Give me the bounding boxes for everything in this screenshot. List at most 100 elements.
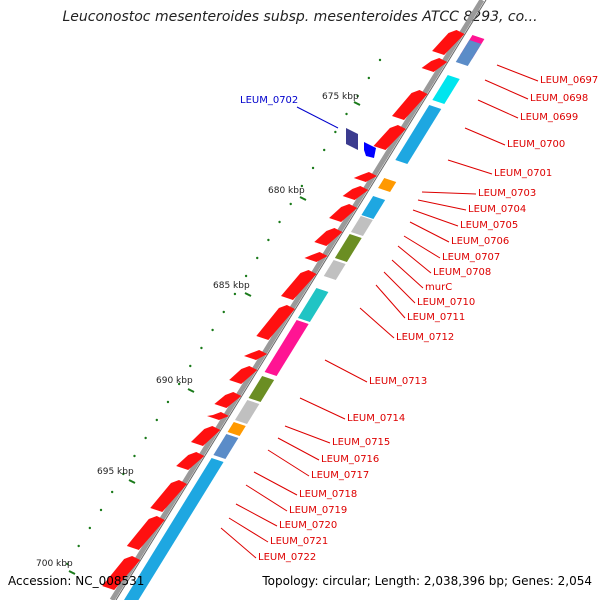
forward-cds-arrow [281, 270, 317, 300]
forward-cds-arrow [150, 480, 187, 512]
gene-leader-line [464, 127, 506, 146]
forward-cds-arrow [432, 30, 465, 55]
forward-cds-arrow [126, 516, 165, 550]
ruler-dot [99, 508, 103, 512]
ruler-dot [289, 202, 292, 206]
gene-label[interactable]: LEUM_0700 [507, 139, 566, 150]
cog-block [455, 40, 482, 66]
forward-cds-arrow [421, 58, 448, 72]
gene-label[interactable]: LEUM_0704 [468, 204, 527, 215]
forward-cds-arrow [229, 366, 258, 384]
gene-label[interactable]: LEUM_0697 [540, 75, 599, 86]
gene-leader-line [484, 79, 529, 100]
forward-cds-arrow [207, 412, 229, 420]
gene-leader-line [412, 209, 459, 227]
ruler-dot [267, 238, 270, 242]
ruler-dot [311, 166, 315, 170]
gene-label[interactable]: LEUM_0706 [451, 236, 510, 247]
gene-leader-line [417, 199, 467, 211]
reverse-cds-feature [346, 128, 358, 150]
ruler-label: 675 kbp [322, 92, 359, 102]
ruler-dot [77, 544, 80, 548]
gene-leader-line [299, 397, 346, 420]
accession-text: Accession: NC_008531 [8, 574, 145, 588]
reverse-feature-group [346, 128, 376, 158]
ruler-dot [88, 526, 92, 530]
gene-leader-line [375, 284, 406, 319]
gene-leader-line [324, 359, 368, 383]
forward-cds-arrow [342, 186, 369, 200]
gene-label[interactable]: LEUM_0713 [369, 376, 428, 387]
forward-cds-arrow [373, 125, 406, 150]
forward-cds-arrow [244, 350, 268, 360]
forward-cds-arrow [256, 305, 295, 340]
gene-label[interactable]: LEUM_0699 [520, 112, 579, 123]
ruler-major-tick [353, 101, 361, 106]
ruler-dots [66, 58, 382, 566]
ruler-dot [122, 472, 125, 476]
ruler-label: 680 kbp [268, 186, 305, 196]
gene-leader-line [284, 425, 331, 444]
map-title: Leuconostoc mesenteroides subsp. mesente… [62, 9, 538, 25]
gene-leader-line [496, 64, 539, 82]
forward-cds-arrow [176, 452, 205, 470]
gene-leader-line [245, 484, 288, 512]
gene-label[interactable]: LEUM_0721 [270, 536, 329, 547]
ruler-label: 700 kbp [36, 559, 73, 569]
gene-leader-line [391, 259, 424, 289]
ruler-major-tick [299, 196, 307, 201]
gene-leader-line [253, 471, 298, 496]
cog-block [378, 178, 397, 192]
gene-label[interactable]: LEUM_0718 [299, 489, 358, 500]
ruler-dot [244, 274, 248, 278]
highlighted-gene-label[interactable]: LEUM_0702 [240, 95, 299, 106]
ruler-dot [166, 400, 170, 404]
gene-leader-line [277, 437, 320, 461]
cog-track [124, 35, 485, 600]
ruler-dot [144, 436, 147, 440]
gene-label[interactable]: LEUM_0708 [433, 267, 492, 278]
gene-leader-line [235, 503, 278, 527]
gene-label[interactable]: LEUM_0711 [407, 312, 466, 323]
gene-leader-line [477, 99, 519, 119]
ruler-dot [367, 76, 371, 80]
gene-label[interactable]: LEUM_0698 [530, 93, 589, 104]
gene-label[interactable]: LEUM_0720 [279, 520, 338, 531]
cog-block [124, 458, 224, 600]
forward-cds-arrow [190, 426, 221, 446]
ruler-dot [211, 328, 214, 332]
ruler-major-tick [128, 479, 136, 484]
ruler-label: 685 kbp [213, 281, 250, 291]
gene-label[interactable]: LEUM_0719 [289, 505, 348, 516]
gene-label[interactable]: LEUM_0701 [494, 168, 553, 179]
cog-block [264, 320, 309, 376]
forward-cds-arrow [329, 204, 358, 222]
highlight-leader-line [296, 106, 339, 129]
gene-leader-line [409, 221, 450, 243]
gene-label[interactable]: LEUM_0716 [321, 454, 380, 465]
cog-block [334, 234, 362, 262]
ruler-dot [155, 418, 158, 422]
forward-cds-arrow [314, 228, 343, 246]
gene-label[interactable]: LEUM_0710 [417, 297, 476, 308]
gene-label[interactable]: LEUM_0707 [442, 252, 501, 263]
ruler-dot [222, 310, 225, 314]
gene-label[interactable]: LEUM_0705 [460, 220, 519, 231]
ruler-dot [110, 490, 114, 494]
gene-label[interactable]: LEUM_0712 [396, 332, 455, 343]
gene-label[interactable]: LEUM_0714 [347, 413, 406, 424]
gene-label[interactable]: LEUM_0703 [478, 188, 537, 199]
gene-label[interactable]: murC [425, 282, 453, 293]
gene-label[interactable]: LEUM_0717 [311, 470, 370, 481]
cog-block [213, 434, 239, 459]
gene-leader-line [383, 271, 416, 304]
gene-label[interactable]: LEUM_0715 [332, 437, 391, 448]
ruler-dot [345, 112, 348, 116]
ruler-dot [300, 184, 304, 188]
gene-leader-line [403, 235, 441, 259]
ruler-label: 695 kbp [97, 467, 134, 477]
cog-block [350, 216, 373, 236]
gene-label[interactable]: LEUM_0722 [258, 552, 317, 563]
